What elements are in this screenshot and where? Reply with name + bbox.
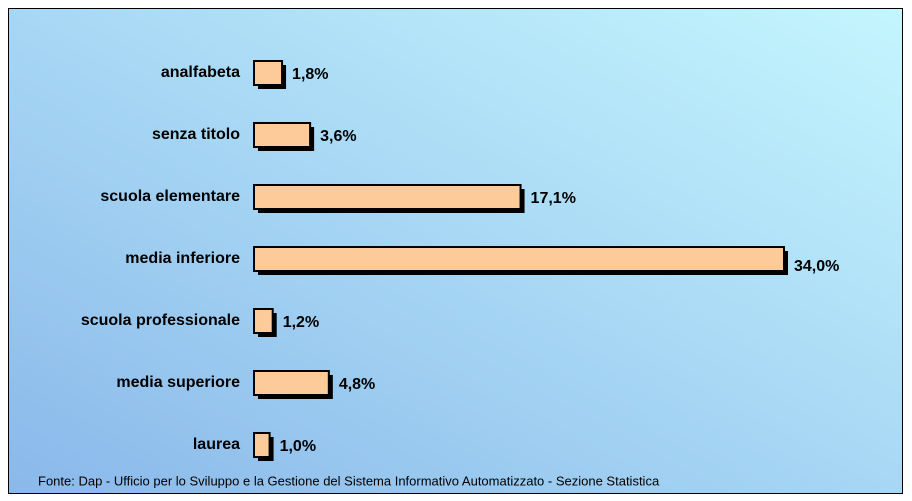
bar bbox=[253, 184, 522, 210]
category-label: scuola professionale bbox=[81, 312, 240, 329]
value-label: 1,8% bbox=[292, 66, 328, 83]
value-label: 1,0% bbox=[280, 438, 316, 455]
bar bbox=[253, 370, 330, 396]
category-label: scuola elementare bbox=[100, 188, 240, 205]
bar bbox=[253, 60, 284, 86]
category-label: laurea bbox=[193, 436, 240, 453]
category-label: media superiore bbox=[116, 374, 240, 391]
value-label: 1,2% bbox=[283, 314, 319, 331]
category-label: senza titolo bbox=[152, 126, 240, 143]
bar bbox=[253, 432, 271, 458]
source-note: Fonte: Dap - Ufficio per lo Sviluppo e l… bbox=[38, 473, 660, 488]
bar bbox=[253, 246, 785, 272]
category-label: analfabeta bbox=[161, 64, 240, 81]
value-label: 3,6% bbox=[320, 128, 356, 145]
bar bbox=[253, 308, 274, 334]
category-label: media inferiore bbox=[125, 250, 240, 267]
value-label: 34,0% bbox=[794, 258, 839, 275]
bar bbox=[253, 122, 312, 148]
value-label: 4,8% bbox=[339, 376, 375, 393]
value-label: 17,1% bbox=[531, 190, 576, 207]
